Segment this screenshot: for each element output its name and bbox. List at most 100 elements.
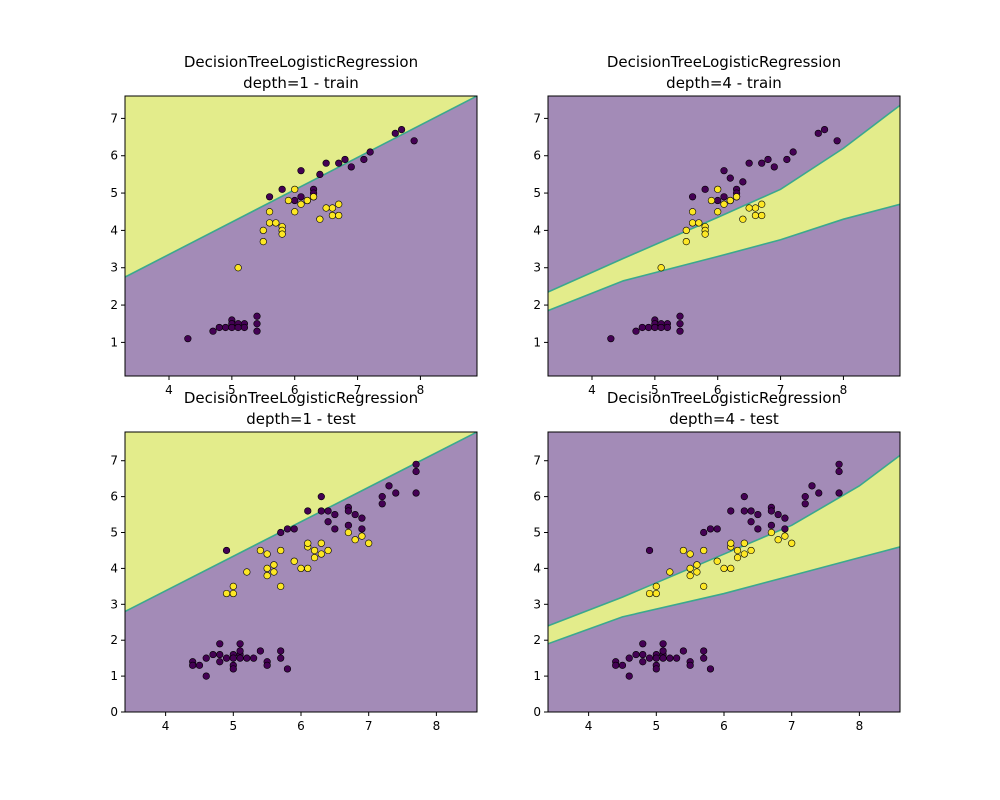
y-tick-label: 2	[110, 633, 118, 647]
point-class0	[250, 654, 258, 662]
point-class0	[639, 658, 647, 666]
point-class1	[324, 546, 332, 555]
point-class0	[243, 654, 251, 662]
y-tick-label: 1	[110, 669, 118, 683]
point-class1	[645, 589, 654, 598]
point-class1	[256, 546, 264, 555]
point-class1	[693, 568, 701, 576]
point-class0	[714, 196, 722, 205]
point-class1	[781, 532, 789, 540]
point-class1	[682, 226, 690, 234]
point-class1	[740, 550, 748, 558]
point-class0	[324, 518, 332, 526]
point-class0	[781, 514, 789, 522]
x-tick-label: 7	[365, 719, 373, 733]
point-class1	[234, 264, 242, 272]
point-class0	[835, 467, 843, 476]
point-class0	[253, 320, 261, 328]
point-class1	[695, 219, 703, 227]
plot-area	[548, 432, 900, 712]
point-class0	[688, 193, 697, 201]
point-class1	[317, 539, 325, 547]
point-class0	[706, 525, 715, 533]
point-class0	[745, 159, 753, 167]
point-class0	[366, 148, 374, 156]
point-class0	[304, 507, 312, 515]
point-class1	[720, 200, 728, 208]
point-class0	[833, 137, 841, 145]
point-class0	[216, 640, 224, 648]
point-class1	[265, 219, 274, 227]
point-class0	[316, 170, 324, 178]
point-class0	[324, 507, 332, 515]
point-class1	[751, 204, 760, 212]
x-tick-label: 7	[777, 383, 785, 397]
point-class1	[747, 546, 755, 555]
point-class0	[774, 510, 782, 519]
subplot-depth1-test: DecisionTreeLogisticRegression depth=1 -…	[110, 389, 478, 733]
y-tick-label: 1	[533, 669, 541, 683]
point-class0	[676, 312, 684, 320]
point-class1	[751, 211, 760, 220]
x-tick-label: 8	[433, 719, 441, 733]
point-class1	[733, 554, 742, 562]
point-class0	[412, 460, 420, 468]
point-class0	[770, 163, 778, 171]
subplot-title-line1: DecisionTreeLogisticRegression	[184, 53, 418, 71]
plot-area	[548, 96, 900, 376]
point-class0	[236, 654, 244, 662]
point-class0	[645, 546, 654, 555]
point-class1	[714, 185, 722, 193]
point-class1	[259, 226, 267, 234]
point-class0	[676, 320, 684, 328]
point-class1	[291, 185, 299, 193]
x-tick-label: 8	[856, 719, 864, 733]
point-class0	[253, 327, 261, 335]
point-class0	[351, 510, 359, 519]
point-class0	[317, 507, 325, 515]
point-class1	[284, 196, 293, 205]
x-tick-label: 5	[652, 719, 660, 733]
point-class0	[221, 323, 230, 332]
point-class0	[222, 546, 231, 555]
point-class1	[727, 564, 735, 573]
region-class1	[548, 105, 900, 311]
y-tick-label: 6	[110, 490, 118, 504]
y-tick-label: 6	[533, 149, 541, 163]
point-class0	[335, 159, 343, 167]
region-class1	[548, 455, 900, 644]
point-class0	[835, 489, 843, 497]
point-class1	[758, 200, 766, 208]
point-class1	[303, 196, 311, 205]
point-class1	[243, 568, 251, 576]
point-class0	[378, 500, 386, 508]
point-class0	[229, 665, 237, 673]
point-class0	[686, 661, 694, 669]
point-class1	[304, 539, 312, 547]
y-tick-label: 2	[110, 298, 118, 312]
y-tick-label: 1	[533, 335, 541, 349]
y-tick-label: 7	[533, 454, 541, 468]
point-class0	[835, 460, 843, 468]
point-class0	[297, 193, 305, 201]
point-class0	[726, 174, 734, 182]
point-class1	[745, 204, 753, 212]
point-class0	[815, 489, 823, 497]
point-class1	[688, 219, 697, 227]
point-class1	[229, 582, 237, 590]
point-class0	[291, 196, 299, 205]
point-class0	[618, 661, 627, 669]
point-class1	[686, 550, 694, 558]
point-class1	[335, 211, 343, 220]
point-class1	[310, 546, 319, 555]
point-class1	[700, 546, 708, 555]
x-tick-label: 4	[162, 719, 170, 733]
point-class1	[365, 539, 373, 547]
point-class1	[291, 208, 299, 216]
point-class0	[344, 521, 352, 529]
point-class0	[222, 654, 231, 662]
plot-area	[125, 432, 477, 712]
y-tick-label: 5	[533, 526, 541, 540]
point-class0	[358, 525, 366, 533]
